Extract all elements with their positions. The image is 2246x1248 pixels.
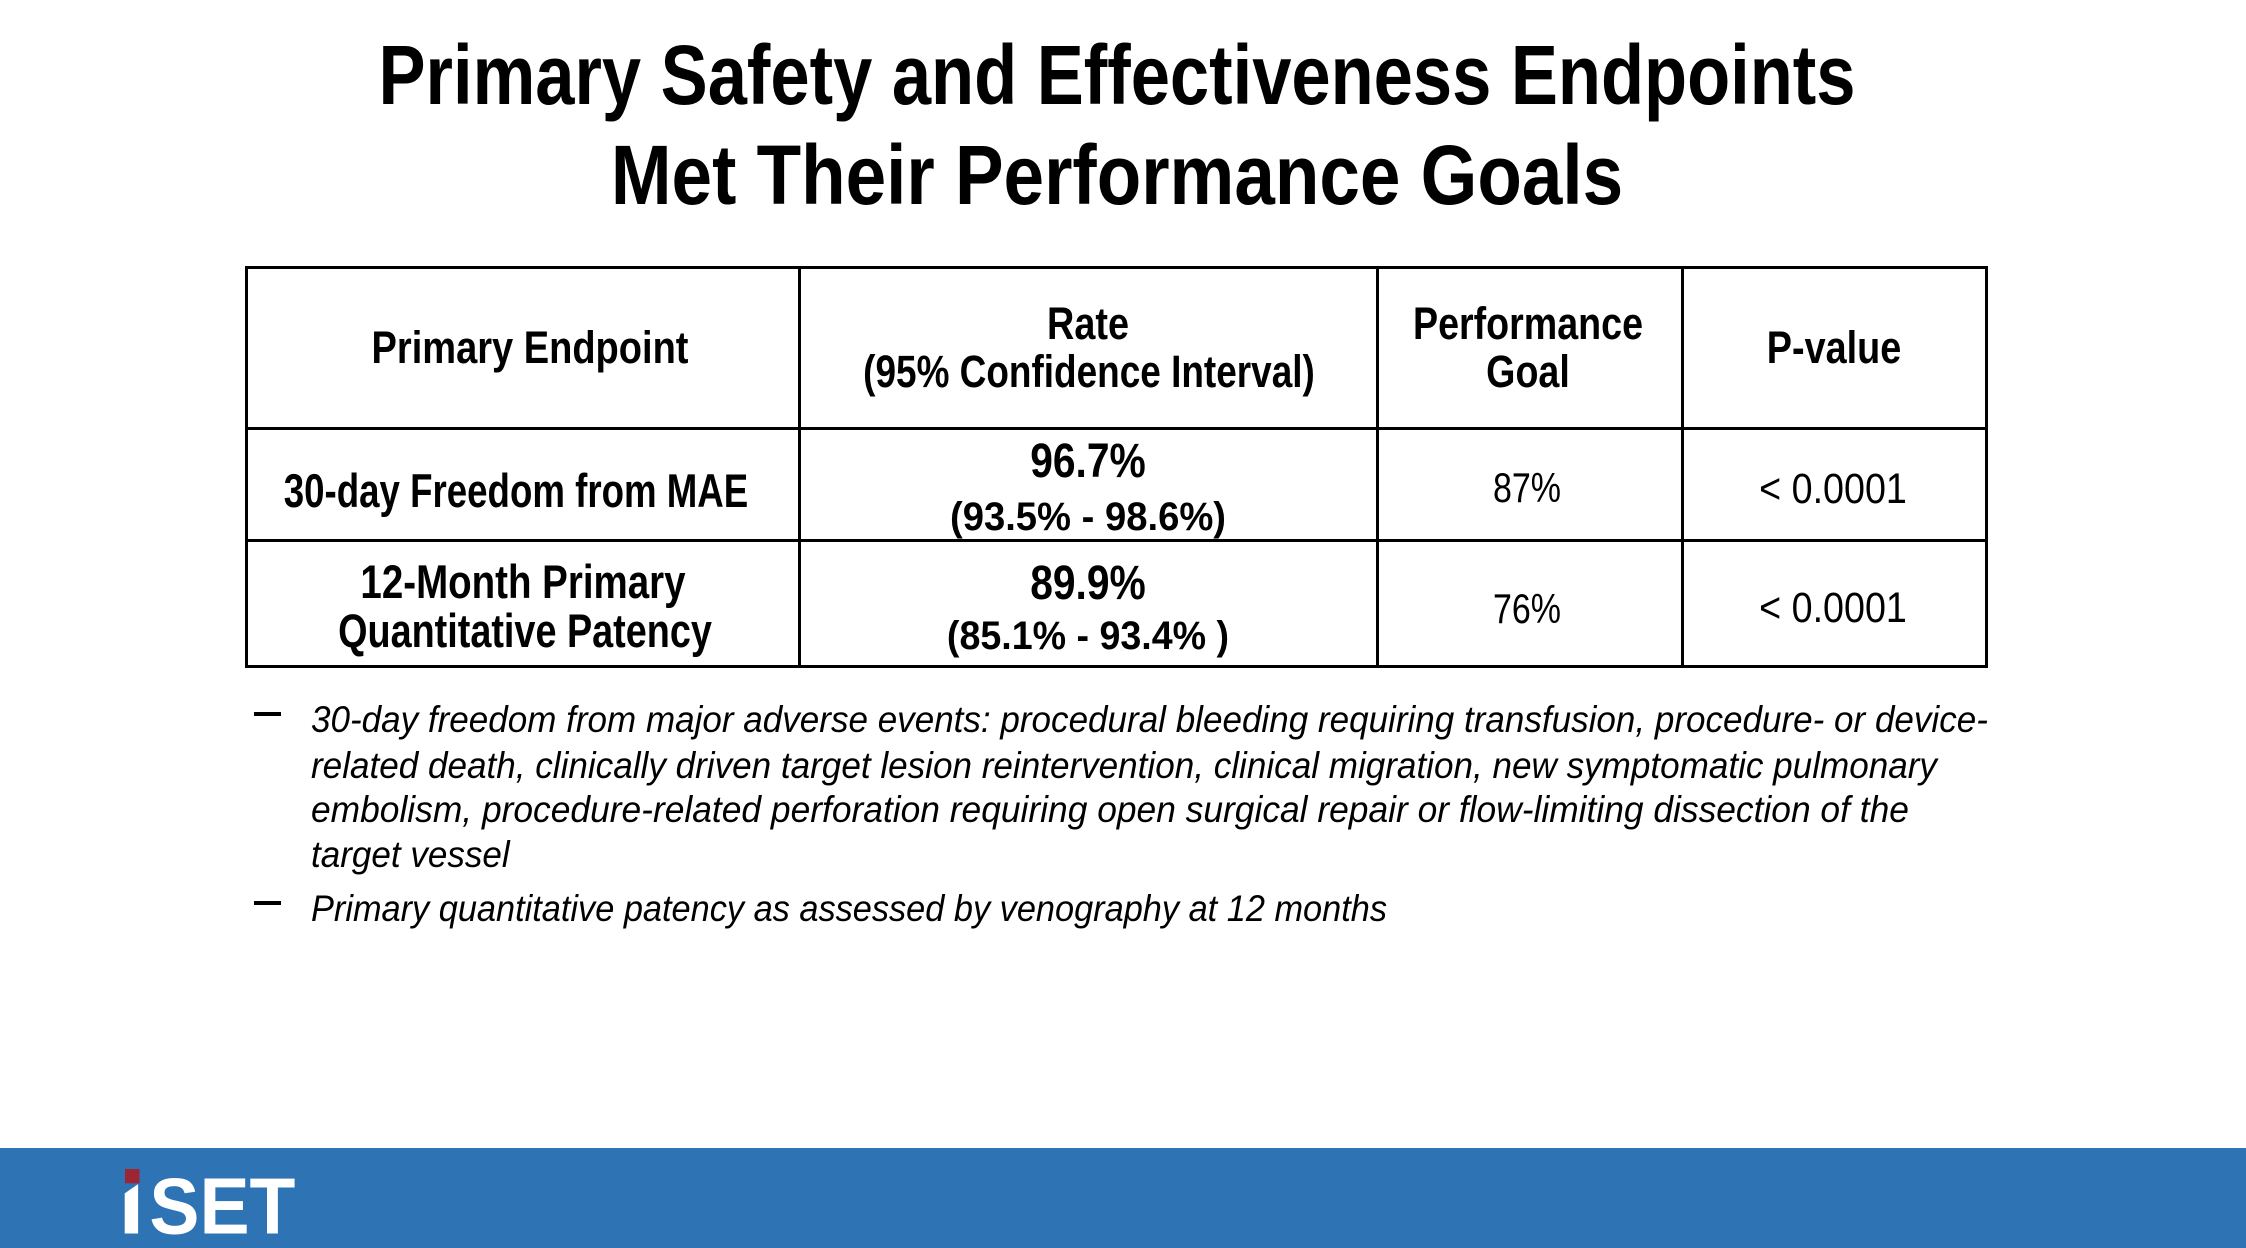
svg-text:SET: SET <box>149 1162 295 1248</box>
